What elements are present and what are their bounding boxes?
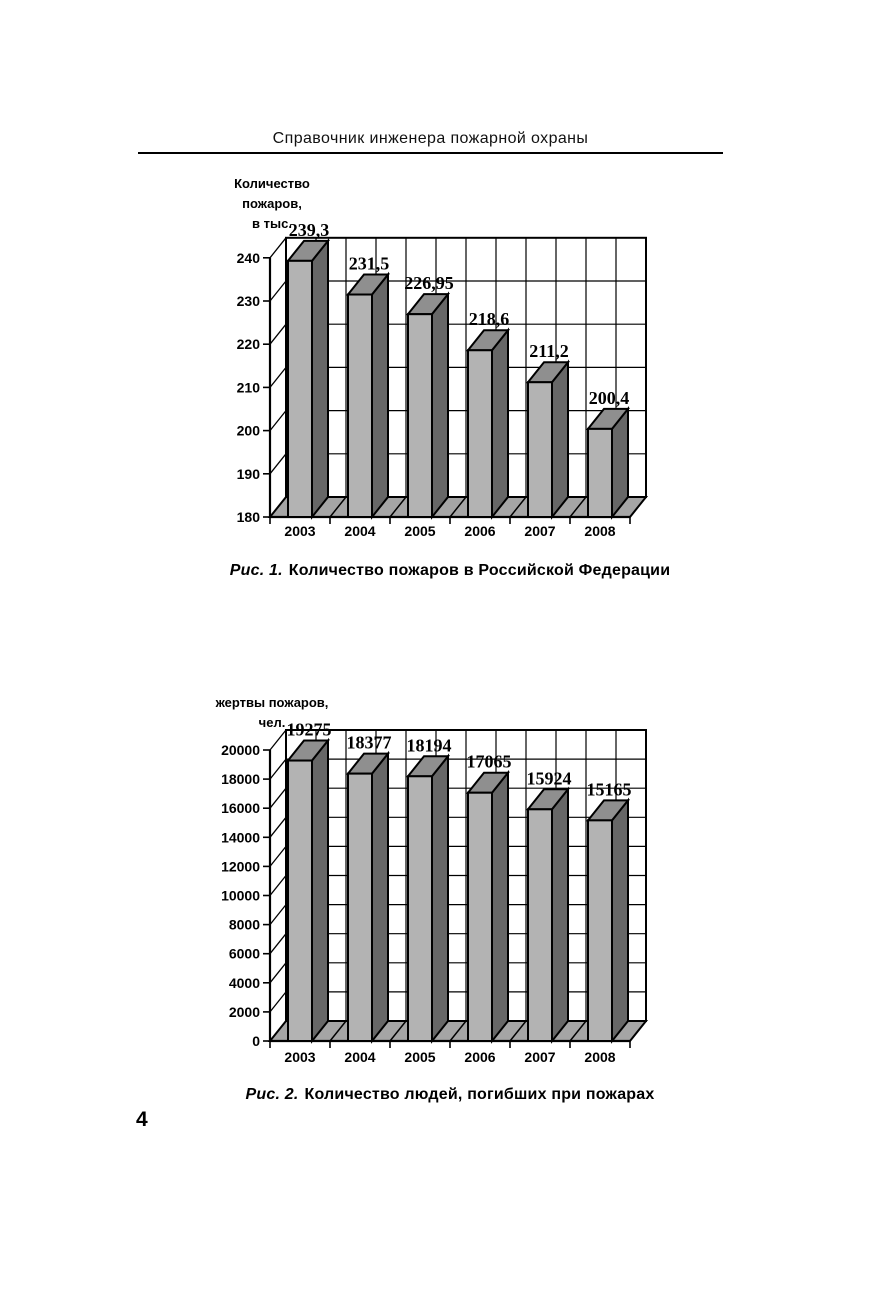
svg-text:15924: 15924 — [527, 768, 572, 788]
bars — [285, 737, 631, 1044]
svg-text:0: 0 — [252, 1033, 260, 1049]
svg-text:15165: 15165 — [587, 779, 632, 799]
figure2-caption: Рис. 2. Количество людей, погибших при по… — [125, 1086, 775, 1104]
figure1-caption-label: Рис. 1. — [229, 562, 283, 579]
svg-text:2007: 2007 — [524, 523, 555, 539]
svg-text:239,3: 239,3 — [289, 220, 330, 240]
bar-2006 — [465, 769, 511, 1044]
bar-2008 — [585, 406, 631, 520]
svg-text:2007: 2007 — [524, 1049, 555, 1065]
svg-text:210: 210 — [237, 379, 261, 395]
svg-text:пожаров,: пожаров, — [242, 196, 302, 211]
bar-2003 — [285, 737, 331, 1044]
svg-text:2003: 2003 — [284, 523, 315, 539]
bar-2007 — [525, 786, 571, 1044]
svg-text:жертвы пожаров,: жертвы пожаров, — [215, 695, 329, 710]
bar-2004 — [345, 750, 391, 1044]
y-axis: 0 2000 4000 6000 8000 10000 12000 14000 16000 180… — [221, 729, 287, 1049]
svg-text:10000: 10000 — [221, 888, 260, 904]
svg-text:230: 230 — [237, 293, 261, 309]
svg-text:8000: 8000 — [229, 917, 260, 933]
svg-text:180: 180 — [237, 509, 261, 525]
svg-text:2005: 2005 — [404, 523, 435, 539]
svg-text:2006: 2006 — [464, 1049, 495, 1065]
svg-text:2004: 2004 — [344, 1049, 375, 1065]
svg-text:20000: 20000 — [221, 742, 260, 758]
labels: 19275 18377 18194 17065 15924 15165 2003 2004 20… — [215, 695, 632, 1065]
svg-text:218,6: 218,6 — [469, 309, 510, 329]
bar-2007 — [525, 359, 571, 520]
svg-text:2006: 2006 — [464, 523, 495, 539]
chart-fires-count: 180 190 200 210 220 230 240 239,3 231,5 226,95 218… — [234, 176, 649, 539]
svg-text:19275: 19275 — [287, 720, 332, 740]
svg-text:200,4: 200,4 — [589, 388, 630, 408]
svg-text:2008: 2008 — [584, 523, 615, 539]
svg-text:2008: 2008 — [584, 1049, 615, 1065]
svg-text:12000: 12000 — [221, 858, 260, 874]
running-header: Справочник инженера пожарной охраны — [138, 130, 723, 148]
svg-text:190: 190 — [237, 466, 261, 482]
x-axis — [269, 1039, 631, 1048]
svg-text:200: 200 — [237, 423, 261, 439]
page-number: 4 — [136, 1108, 148, 1131]
svg-text:240: 240 — [237, 250, 261, 266]
svg-text:2005: 2005 — [404, 1049, 435, 1065]
figure2-caption-text: Количество людей, погибших при пожарах — [304, 1086, 655, 1103]
svg-text:4000: 4000 — [229, 975, 260, 991]
bars — [285, 237, 631, 520]
svg-text:18000: 18000 — [221, 771, 260, 787]
x-axis — [269, 515, 631, 524]
bar-2004 — [345, 271, 391, 520]
running-header-text: Справочник инженера пожарной охраны — [272, 130, 589, 147]
svg-text:2003: 2003 — [284, 1049, 315, 1065]
header-rule — [138, 152, 723, 154]
svg-text:18377: 18377 — [347, 733, 392, 753]
svg-text:226,95: 226,95 — [404, 273, 454, 293]
y-axis: 180 190 200 210 220 230 240 — [237, 237, 287, 525]
bar-2005 — [405, 753, 451, 1044]
svg-text:в тыс.: в тыс. — [252, 216, 292, 231]
figure1-caption-text: Количество пожаров в Российской Федераци… — [288, 562, 671, 579]
bar-2003 — [285, 237, 331, 520]
labels: 239,3 231,5 226,95 218,6 211,2 200,4 2003 2004 2… — [234, 176, 629, 539]
chart-wall — [285, 729, 647, 1022]
svg-text:220: 220 — [237, 336, 261, 352]
bar-2005 — [405, 291, 451, 520]
svg-text:211,2: 211,2 — [529, 341, 569, 361]
svg-text:18194: 18194 — [407, 735, 452, 755]
svg-text:чел.: чел. — [259, 715, 286, 730]
figure2-caption-label: Рис. 2. — [245, 1086, 299, 1103]
svg-text:2004: 2004 — [344, 523, 375, 539]
figure1-caption: Рис. 1. Количество пожаров в Российской Ф… — [125, 562, 775, 580]
chart-wall — [285, 236, 647, 499]
bar-2006 — [465, 327, 511, 520]
svg-text:Количество: Количество — [234, 176, 310, 191]
svg-text:14000: 14000 — [221, 829, 260, 845]
svg-text:2000: 2000 — [229, 1004, 260, 1020]
svg-text:231,5: 231,5 — [349, 254, 390, 274]
chart-fire-victims: 0 2000 4000 6000 8000 10000 12000 14000 16000 180… — [215, 695, 649, 1065]
svg-text:17065: 17065 — [467, 752, 512, 772]
bar-2008 — [585, 797, 631, 1044]
svg-text:16000: 16000 — [221, 800, 260, 816]
svg-text:6000: 6000 — [229, 946, 260, 962]
